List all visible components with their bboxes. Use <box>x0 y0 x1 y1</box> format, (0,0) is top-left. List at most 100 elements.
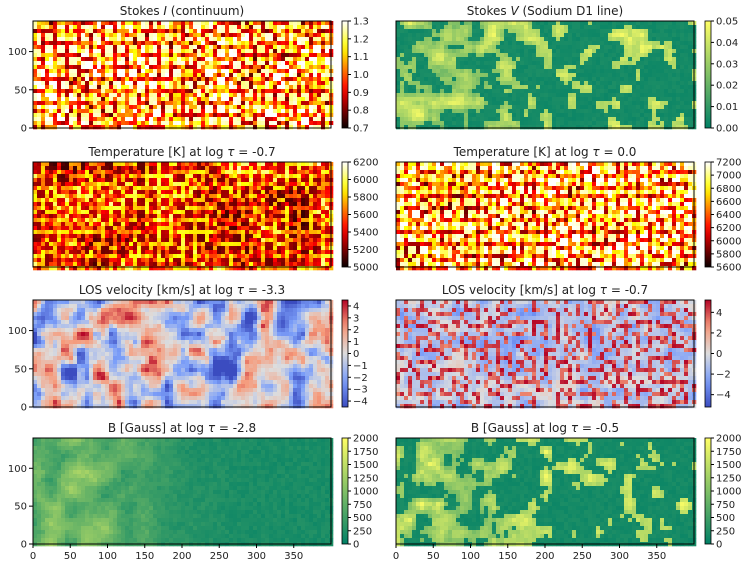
colorbar-gradient <box>705 21 711 128</box>
colorbar-tick-label: 0 <box>716 540 722 551</box>
colorbar-tick-label: −2 <box>716 370 731 381</box>
panel-3: Temperature [K] at log τ = -0.7500052005… <box>33 145 378 274</box>
colorbar-tick-label: 4 <box>353 301 359 312</box>
panel-title-part: Temperature [K] at log <box>87 145 227 159</box>
colorbar-gradient <box>342 300 348 407</box>
colorbar-tick-label: 6600 <box>716 197 741 208</box>
panel-title-part: Temperature [K] at log <box>453 145 593 159</box>
colorbar-tick-label: 1.2 <box>353 34 369 45</box>
colorbar-tick-label: 6000 <box>353 175 378 186</box>
colorbar-tick-label: 0.04 <box>716 38 738 49</box>
panel-title: LOS velocity [km/s] at log τ = -3.3 <box>79 283 285 297</box>
colorbar-tick-label: 0.03 <box>716 59 738 70</box>
colorbar-tick-label: 750 <box>716 500 735 511</box>
colorbar-tick-label: 7000 <box>716 171 741 182</box>
panel-title-part: Stokes <box>467 4 511 18</box>
colorbar-tick-label: 0.9 <box>353 88 369 99</box>
colorbar-gradient <box>342 162 348 267</box>
heatmap-image <box>33 300 333 408</box>
y-tick-label: 50 <box>14 502 27 513</box>
colorbar-tick-label: 5800 <box>353 193 378 204</box>
panel-title-part: = -2.8 <box>215 421 256 435</box>
panel-title-part: = -0.5 <box>578 421 619 435</box>
x-tick-label: 250 <box>573 551 592 562</box>
x-tick-label: 100 <box>98 551 117 562</box>
x-tick-label: 50 <box>427 551 440 562</box>
panel-title-part: = 0.0 <box>600 145 637 159</box>
colorbar-tick-label: 0 <box>353 349 359 360</box>
colorbar-tick-label: 2 <box>716 328 722 339</box>
colorbar-tick-label: 5400 <box>353 228 378 239</box>
colorbar-tick-label: 1750 <box>716 447 741 458</box>
colorbar-tick-label: 0.01 <box>716 102 738 113</box>
panel-title: Stokes I (continuum) <box>120 4 244 18</box>
heatmap-image <box>396 438 696 546</box>
colorbar-tick-label: 6400 <box>716 210 741 221</box>
colorbar-tick-label: 5800 <box>716 249 741 260</box>
panel-title: Temperature [K] at log τ = 0.0 <box>453 145 637 159</box>
x-tick-label: 150 <box>498 551 517 562</box>
colorbar-tick-label: 0.7 <box>353 124 369 135</box>
panel-title-part: Stokes <box>120 4 164 18</box>
y-tick-label: 0 <box>21 403 27 414</box>
colorbar-tick-label: 5200 <box>353 245 378 256</box>
colorbar-tick-label: −1 <box>353 361 368 372</box>
x-tick-label: 0 <box>393 551 399 562</box>
colorbar-tick-label: 5600 <box>353 210 378 221</box>
panel-4: Temperature [K] at log τ = 0.0 5600 5800 60… <box>396 145 741 274</box>
panel-title-part: B [Gauss] at log <box>471 421 571 435</box>
x-tick-label: 100 <box>461 551 480 562</box>
colorbar-tick-label: 5600 <box>716 263 741 274</box>
colorbar-tick-label: 500 <box>353 513 372 524</box>
colorbar-tick-label: 3 <box>353 313 359 324</box>
colorbar-tick-label: 750 <box>353 500 372 511</box>
colorbar-tick-label: 500 <box>716 513 735 524</box>
panel-title-part: = -0.7 <box>234 145 275 159</box>
colorbar-tick-label: 1.3 <box>353 17 369 28</box>
heatmap-image <box>33 162 333 270</box>
y-tick-label: 100 <box>8 464 27 475</box>
panel-5: LOS velocity [km/s] at log τ = -3.305010… <box>8 283 368 414</box>
colorbar-tick-label: 0.00 <box>716 124 738 135</box>
colorbar-tick-label: 1 <box>353 337 359 348</box>
y-tick-label: 0 <box>21 124 27 135</box>
heatmap-image <box>33 438 333 546</box>
colorbar-tick-label: 1000 <box>716 487 741 498</box>
colorbar-tick-label: 0 <box>353 540 359 551</box>
y-tick-label: 0 <box>21 540 27 551</box>
panel-1: Stokes I (continuum)0501000.70.80.91.01.… <box>8 4 369 135</box>
heatmap-image <box>33 21 333 129</box>
colorbar-tick-label: 6200 <box>353 158 378 169</box>
y-tick-label: 50 <box>14 364 27 375</box>
colorbar-tick-label: 1000 <box>353 487 378 498</box>
panel-title-part: B [Gauss] at log <box>108 421 208 435</box>
panel-title-part: LOS velocity [km/s] at log <box>442 283 600 297</box>
panel-title-part: (continuum) <box>167 4 244 18</box>
colorbar-tick-label: 1750 <box>353 447 378 458</box>
colorbar-gradient <box>342 21 348 128</box>
colorbar-tick-label: 1500 <box>353 460 378 471</box>
colorbar-tick-label: −2 <box>353 373 368 384</box>
colorbar-tick-label: 0.8 <box>353 106 369 117</box>
y-tick-label: 50 <box>14 85 27 96</box>
x-tick-label: 350 <box>284 551 303 562</box>
colorbar-gradient <box>705 162 711 267</box>
colorbar-gradient <box>342 438 348 544</box>
heatmap-image <box>396 162 696 270</box>
panel-title-part: LOS velocity [km/s] at log <box>79 283 237 297</box>
colorbar-gradient <box>705 438 711 544</box>
panel-title-part: (Sodium D1 line) <box>519 4 624 18</box>
x-tick-label: 150 <box>135 551 154 562</box>
x-tick-label: 300 <box>247 551 266 562</box>
colorbar: 0.70.80.91.01.11.21.3 <box>342 17 369 135</box>
colorbar-tick-label: 0.05 <box>716 17 738 28</box>
colorbar-tick-label: 6000 <box>716 236 741 247</box>
x-tick-label: 350 <box>647 551 666 562</box>
colorbar-tick-label: 1500 <box>716 460 741 471</box>
